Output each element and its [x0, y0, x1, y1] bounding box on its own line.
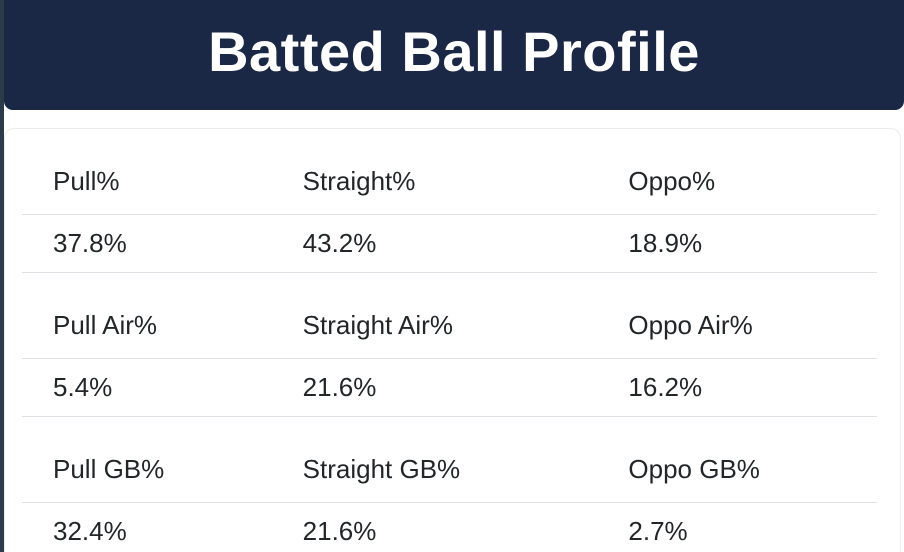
page-title: Batted Ball Profile: [208, 19, 700, 83]
stat-label-oppo-gb: Oppo GB%: [597, 416, 877, 503]
label-row-direction: Pull% Straight% Oppo%: [22, 129, 877, 215]
stat-value-straight-air: 21.6%: [271, 358, 598, 417]
stat-value-oppo-gb: 2.7%: [597, 502, 877, 552]
stat-value-oppo: 18.9%: [597, 214, 877, 273]
stat-label-oppo-air: Oppo Air%: [597, 272, 877, 359]
stat-label-pull-air: Pull Air%: [22, 272, 272, 359]
value-row-gb: 32.4% 21.6% 2.7%: [22, 502, 877, 552]
stat-label-pull: Pull%: [22, 129, 272, 215]
batted-ball-stats-card: Pull% Straight% Oppo% 37.8% 43.2% 18.9% …: [4, 128, 901, 552]
label-row-air: Pull Air% Straight Air% Oppo Air%: [22, 272, 877, 359]
stat-label-straight: Straight%: [271, 129, 598, 215]
stat-value-pull: 37.8%: [22, 214, 272, 273]
stat-value-straight: 43.2%: [271, 214, 598, 273]
stat-label-straight-gb: Straight GB%: [271, 416, 598, 503]
label-row-gb: Pull GB% Straight GB% Oppo GB%: [22, 416, 877, 503]
stat-value-oppo-air: 16.2%: [597, 358, 877, 417]
stat-label-oppo: Oppo%: [597, 129, 877, 215]
stat-label-pull-gb: Pull GB%: [22, 416, 272, 503]
stat-value-straight-gb: 21.6%: [271, 502, 598, 552]
stat-value-pull-gb: 32.4%: [22, 502, 272, 552]
stat-label-straight-air: Straight Air%: [271, 272, 598, 359]
batted-ball-stats-table: Pull% Straight% Oppo% 37.8% 43.2% 18.9% …: [22, 129, 877, 552]
left-edge-strip: [0, 0, 4, 552]
stat-value-pull-air: 5.4%: [22, 358, 272, 417]
value-row-air: 5.4% 21.6% 16.2%: [22, 358, 877, 417]
page-header: Batted Ball Profile: [4, 0, 904, 110]
value-row-direction: 37.8% 43.2% 18.9%: [22, 214, 877, 273]
